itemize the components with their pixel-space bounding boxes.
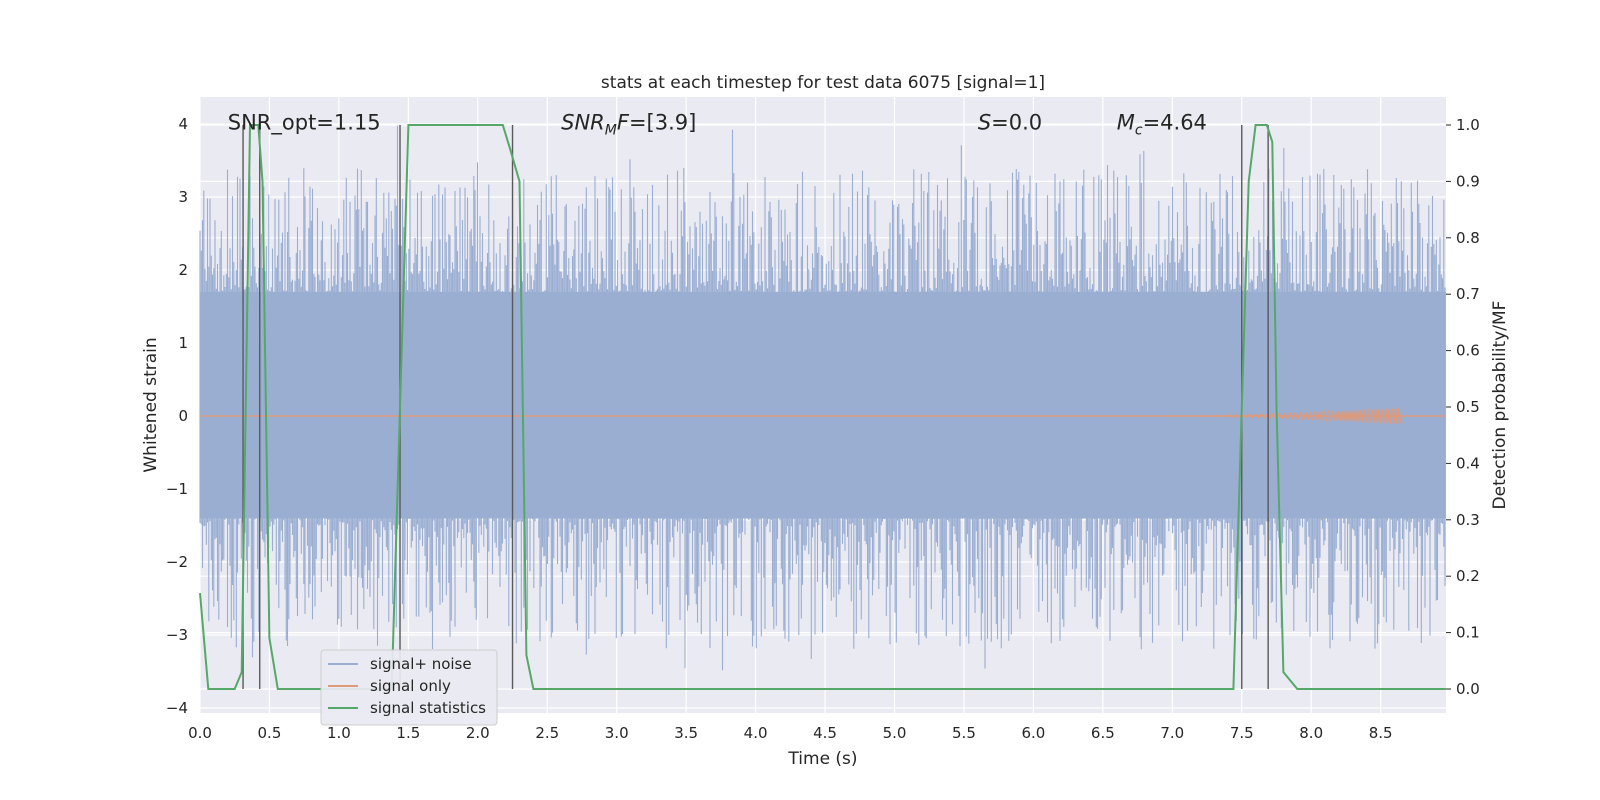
x-tick-label: 4.5 — [813, 724, 837, 742]
x-tick-label: 3.0 — [605, 724, 629, 742]
x-tick-label: 5.0 — [883, 724, 907, 742]
y2-tick-label: 0.3 — [1456, 511, 1480, 529]
x-tick-label: 7.0 — [1160, 724, 1184, 742]
x-tick-label: 6.5 — [1091, 724, 1115, 742]
axis-ticks: 0.0 0.5 1.0 1.5 2.0 2.5 3.0 3.5 4.0 4.5 5.0 5.5 6.0 6… — [166, 115, 1480, 742]
y-tick-label: 3 — [178, 188, 188, 206]
annotation-text: SNRMF=[3.9] — [561, 111, 696, 139]
y-tick-label: 2 — [178, 261, 188, 279]
signal-noise-series — [199, 125, 1446, 671]
y-axis-label: Whitened strain — [141, 337, 161, 472]
signal-only-series — [200, 406, 1446, 425]
y2-tick-label: 0.7 — [1456, 285, 1480, 303]
x-tick-label: 5.5 — [952, 724, 976, 742]
y2-tick-label: 0.8 — [1456, 229, 1480, 247]
annotation-text: Mc=4.64 — [1117, 111, 1207, 139]
y2-tick-label: 0.0 — [1456, 680, 1480, 698]
y-tick-label: −4 — [166, 699, 188, 717]
x-tick-label: 0.5 — [258, 724, 282, 742]
annotations: SNR_opt=1.15 SNRMF=[3.9] S=0.0 Mc=4.64 — [228, 111, 1207, 139]
x-tick-label: 2.0 — [466, 724, 490, 742]
y2-tick-label: 0.1 — [1456, 624, 1480, 642]
legend: signal+ noise signal only signal statist… — [320, 649, 498, 726]
x-tick-label: 7.5 — [1230, 724, 1254, 742]
legend-label-signal-only: signal only — [370, 677, 451, 695]
signal-only-chirp — [1172, 406, 1402, 425]
y-tick-label: −2 — [166, 553, 188, 571]
x-tick-label: 1.0 — [327, 724, 351, 742]
y2-tick-label: 0.9 — [1456, 172, 1480, 190]
x-tick-label: 0.0 — [188, 724, 212, 742]
y-tick-label: 1 — [178, 334, 188, 352]
y-tick-label: −1 — [166, 480, 188, 498]
x-tick-label: 3.5 — [674, 724, 698, 742]
y2-tick-label: 0.5 — [1456, 398, 1480, 416]
y-tick-label: −3 — [166, 626, 188, 644]
y-tick-label: 4 — [178, 115, 188, 133]
y2-tick-label: 0.6 — [1456, 342, 1480, 360]
signal-statistics-series — [199, 124, 1446, 690]
y2-tick-label: 1.0 — [1456, 116, 1480, 134]
legend-label-signal-noise: signal+ noise — [370, 655, 472, 673]
legend-label-signal-statistics: signal statistics — [370, 699, 486, 717]
annotation-text: SNR_opt=1.15 — [228, 111, 381, 136]
x-tick-label: 1.5 — [396, 724, 420, 742]
signal-statistics-line — [199, 124, 1446, 690]
x-tick-label: 6.0 — [1021, 724, 1045, 742]
x-axis-label: Time (s) — [787, 749, 857, 769]
y2-axis-label: Detection probability/MF — [1490, 301, 1510, 510]
x-tick-label: 4.0 — [744, 724, 768, 742]
noise-spikes — [199, 125, 1446, 671]
y2-tick-label: 0.4 — [1456, 454, 1480, 472]
x-tick-label: 8.5 — [1369, 724, 1393, 742]
legend-box — [320, 649, 498, 726]
annotation-text: S=0.0 — [978, 111, 1042, 135]
y2-tick-label: 0.2 — [1456, 567, 1480, 585]
y-tick-label: 0 — [178, 407, 188, 425]
x-tick-label: 2.5 — [535, 724, 559, 742]
x-tick-label: 8.0 — [1299, 724, 1323, 742]
chart-title: stats at each timestep for test data 607… — [601, 73, 1045, 93]
